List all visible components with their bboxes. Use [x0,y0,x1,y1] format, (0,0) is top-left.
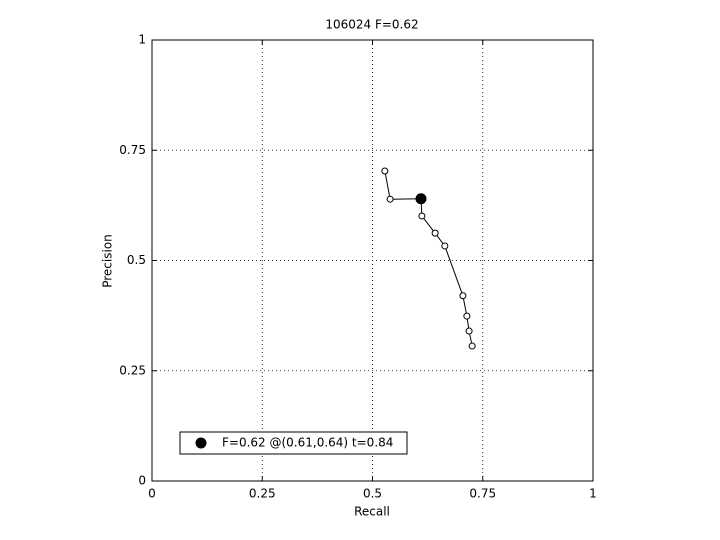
plot-frame [151,39,594,482]
y-tick-label: 0.5 [127,253,146,267]
point-marker [381,167,389,175]
point-marker [418,212,426,220]
series-line [384,170,473,347]
point-marker [468,342,476,350]
legend-box [179,431,408,455]
x-tick-label: 0.5 [363,487,382,501]
point-marker [465,327,473,335]
y-tick-label: 0.25 [119,363,146,377]
point-marker [441,242,449,250]
x-tick-label: 0.25 [249,487,276,501]
x-axis-label: Recall [354,505,390,519]
legend-marker [195,437,207,449]
point-marker [431,229,439,237]
x-tick-label: 0.75 [469,487,496,501]
x-tick-label: 1 [589,487,597,501]
y-tick-label: 0.75 [119,143,146,157]
chart-title: 106024 F=0.62 [325,18,418,32]
point-marker [463,312,471,320]
best-point [415,193,427,205]
point-marker [386,195,394,203]
legend-label: F=0.62 @(0.61,0.64) t=0.84 [222,436,393,450]
x-tick-label: 0 [148,487,156,501]
y-tick-label: 1 [138,33,146,47]
y-axis-label: Precision [101,234,115,288]
point-marker [459,292,467,300]
y-tick-label: 0 [138,474,146,488]
